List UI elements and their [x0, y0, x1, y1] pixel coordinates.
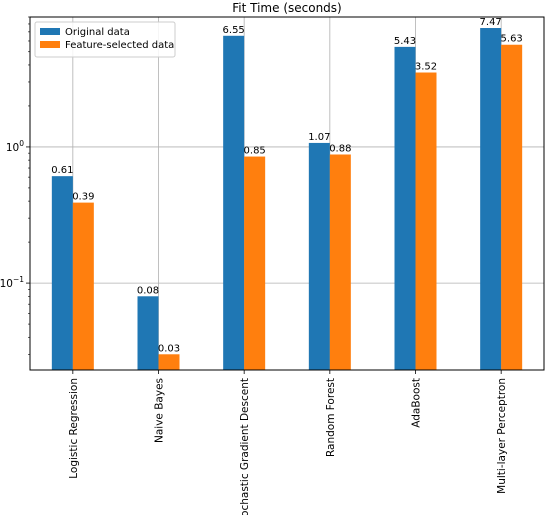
chart-title: Fit Time (seconds) [232, 1, 341, 15]
plot-frame [29, 16, 545, 371]
legend: Original data Feature-selected data [34, 21, 176, 58]
x-tick-label-multi-layer-perceptron: Multi-layer Perceptron [496, 378, 508, 494]
x-tick-label-random-forest: Random Forest [325, 378, 337, 457]
bar-original-data-adaboost [394, 46, 416, 371]
legend-label-original-data: Original data [65, 27, 130, 38]
x-tick-label-adaboost: AdaBoost [411, 378, 423, 428]
x-tick-label-naive-bayes: Naive Bayes [154, 378, 166, 443]
bar-feature-selected-data-naive-bayes [158, 354, 180, 370]
legend-swatch-original-data [40, 28, 60, 35]
data-label-feature-selected-data: 0.88 [329, 143, 351, 154]
bar-original-data-logistic-regression [51, 176, 73, 370]
y-tick-label: 10−1 [0, 275, 24, 290]
data-label-original-data: 1.07 [308, 132, 330, 143]
data-label-original-data: 7.47 [480, 17, 502, 28]
data-label-feature-selected-data: 5.63 [501, 34, 523, 45]
bar-original-data-naive-bayes [137, 296, 159, 370]
data-label-original-data: 6.55 [223, 25, 245, 36]
x-tick-label-logistic-regression: Logistic Regression [68, 378, 80, 479]
bar-feature-selected-data-multi-layer-perceptron [501, 44, 523, 370]
bar-original-data-stochastic-gradient-descent [223, 35, 245, 371]
bar-feature-selected-data-logistic-regression [72, 202, 94, 370]
bar-original-data-multi-layer-perceptron [480, 28, 502, 370]
data-label-original-data: 5.43 [394, 36, 416, 47]
grid-layer [30, 17, 544, 370]
bars-layer [51, 28, 523, 371]
data-label-original-data: 0.61 [51, 165, 73, 176]
bar-feature-selected-data-stochastic-gradient-descent [244, 156, 266, 370]
data-labels-layer: 0.61 0.08 6.55 1.07 5.43 7.47 0.39 0.03 0.85 0.88… [51, 17, 523, 354]
bar-feature-selected-data-adaboost [415, 72, 437, 371]
legend-box [34, 21, 176, 58]
x-tick-label-stochastic-gradient-descent: Stochastic Gradient Descent [239, 378, 251, 515]
legend-label-feature-selected-data: Feature-selected data [65, 40, 174, 51]
data-label-feature-selected-data: 0.85 [244, 146, 266, 157]
data-label-feature-selected-data: 0.39 [72, 192, 94, 203]
y-tick-label: 100 [6, 139, 24, 154]
bar-original-data-random-forest [308, 142, 330, 370]
data-label-original-data: 0.08 [137, 285, 159, 296]
axis-layer: Logistic Regression Naive Bayes Stochastic… [0, 16, 508, 515]
data-label-feature-selected-data: 3.52 [415, 62, 437, 73]
bar-feature-selected-data-random-forest [329, 154, 351, 370]
data-label-feature-selected-data: 0.03 [158, 343, 180, 354]
legend-swatch-feature-selected-data [40, 41, 60, 48]
